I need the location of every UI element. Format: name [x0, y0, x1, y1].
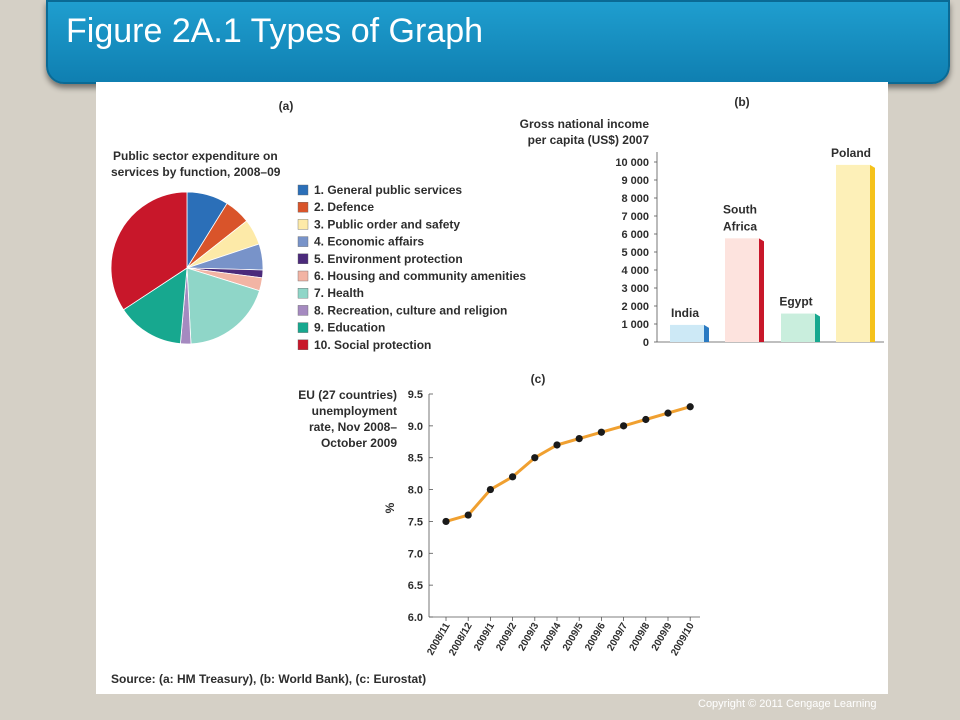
line-y-tick-label: 9.5 [408, 389, 423, 401]
panel-b-label: (b) [734, 95, 749, 109]
legend-swatch-4 [297, 236, 309, 247]
legend-swatch-9 [297, 322, 309, 333]
bar-title-line-2: per capita (US$) 2007 [528, 133, 650, 147]
bar-side-3 [815, 313, 820, 342]
bar-category-label: Africa [723, 219, 757, 233]
bar-y-tick-label: 2 000 [621, 301, 649, 313]
line-title-line-1: EU (27 countries) [298, 388, 397, 402]
line-point [442, 517, 450, 526]
pie-legend: 1. General public services 2. Defence 3. P… [297, 183, 526, 352]
bar-y-tick-label: 5 000 [621, 247, 649, 259]
legend-label-4: 4. Economic affairs [314, 235, 424, 249]
pie-title-line-2: services by function, 2008–09 [111, 165, 281, 179]
line-y-tick-label: 8.0 [408, 485, 423, 497]
legend-label-1: 1. General public services [314, 183, 462, 197]
line-x-tick-label: 2009/5 [561, 621, 586, 653]
bar-category-label: India [671, 306, 699, 320]
legend-label-7: 7. Health [314, 286, 364, 300]
line-ylabel: % [383, 502, 397, 513]
legend-label-9: 9. Education [314, 321, 385, 335]
line-chart: 6.06.57.07.58.08.59.09.52008/112008/1220… [408, 389, 700, 658]
bar-y-tick-label: 3 000 [621, 283, 649, 295]
legend-swatch-5 [297, 253, 309, 265]
legend-swatch-6 [297, 270, 309, 282]
line-point [620, 422, 628, 430]
line-point [686, 403, 694, 411]
line-x-tick-label: 2009/3 [517, 621, 542, 653]
line-y-tick-label: 8.5 [408, 453, 423, 465]
line-point [642, 415, 650, 424]
bar-side-4 [870, 164, 875, 342]
legend-swatch-2 [297, 201, 309, 213]
line-series [445, 405, 691, 523]
bar-y-tick-label: 8 000 [621, 193, 649, 205]
line-y-tick-label: 7.0 [408, 548, 423, 560]
legend-label-8: 8. Recreation, culture and religion [314, 303, 507, 317]
line-y-tick-label: 6.0 [408, 612, 423, 624]
pie-slice-10 [110, 191, 188, 311]
bar-3 [781, 313, 815, 342]
legend-label-2: 2. Defence [314, 200, 374, 214]
line-point [597, 428, 606, 436]
legend-swatch-7 [297, 288, 309, 299]
bar-1 [670, 324, 704, 342]
line-point [553, 441, 561, 449]
line-x-tick-label: 2009/2 [494, 621, 519, 653]
line-point [575, 435, 583, 443]
legend-label-5: 5. Environment protection [314, 252, 463, 266]
bar-side-2 [759, 238, 764, 342]
bar-category-label: Poland [831, 146, 871, 160]
legend-swatch-3 [297, 219, 309, 230]
line-title-line-4: October 2009 [321, 436, 397, 450]
copyright-note: Copyright © 2011 Cengage Learning [698, 698, 877, 710]
pie-chart [110, 191, 264, 345]
panel-c-label: (c) [531, 372, 546, 386]
line-point [531, 454, 539, 462]
legend-swatch-8 [297, 305, 309, 316]
line-point [486, 485, 494, 494]
line-y-tick-label: 9.0 [408, 421, 423, 433]
line-point [464, 511, 472, 519]
legend-label-3: 3. Public order and safety [314, 217, 460, 231]
slide-title: Figure 2A.1 Types of Graph [66, 12, 484, 50]
line-y-tick-label: 7.5 [408, 516, 423, 528]
figure-panel [96, 82, 888, 694]
line-x-tick-label: 2009/7 [605, 621, 630, 653]
source-note: Source: (a: HM Treasury), (b: World Bank… [111, 672, 427, 686]
legend-label-10: 10. Social protection [314, 338, 431, 352]
line-point [664, 409, 672, 417]
bar-title-line-1: Gross national income [520, 117, 650, 131]
bar-chart: 0 1 000 2 000 3 000 4 000 5 000 6 000 7 000 8 00… [615, 146, 884, 349]
pie-title-line-1: Public sector expenditure on [113, 149, 278, 163]
bar-y-tick-label: 4 000 [621, 265, 649, 277]
line-y-tick-label: 6.5 [408, 580, 423, 592]
legend-swatch-10 [297, 339, 309, 350]
bar-y-tick-label: 0 [643, 337, 649, 349]
bar-y-tick-label: 1 000 [621, 319, 649, 331]
pie-slice-9 [122, 267, 188, 345]
pie-slice-7 [186, 267, 261, 345]
bar-side-1 [704, 324, 709, 342]
line-x-tick-label: 2009/6 [583, 621, 608, 653]
line-point [508, 473, 517, 481]
line-x-tick-label: 2009/4 [539, 621, 564, 653]
legend-label-6: 6. Housing and community amenities [314, 269, 526, 283]
bar-y-tick-label: 10 000 [615, 157, 649, 169]
bar-y-tick-label: 6 000 [621, 229, 649, 241]
line-x-tick-label: 2009/8 [628, 621, 653, 653]
bar-category-label: Egypt [779, 295, 812, 309]
panel-a-label: (a) [279, 99, 294, 113]
line-x-tick-label: 2009/1 [472, 621, 497, 653]
line-title-line-2: unemployment [312, 404, 397, 418]
bar-y-tick-label: 9 000 [621, 175, 649, 187]
line-title-line-3: rate, Nov 2008– [309, 420, 397, 434]
legend-swatch-1 [297, 184, 309, 196]
bar-4 [836, 164, 870, 342]
bar-2 [725, 238, 759, 342]
bar-y-tick-label: 7 000 [621, 211, 649, 223]
bar-category-label: South [723, 202, 757, 216]
title-bar: Figure 2A.1 Types of Graph [46, 0, 950, 84]
